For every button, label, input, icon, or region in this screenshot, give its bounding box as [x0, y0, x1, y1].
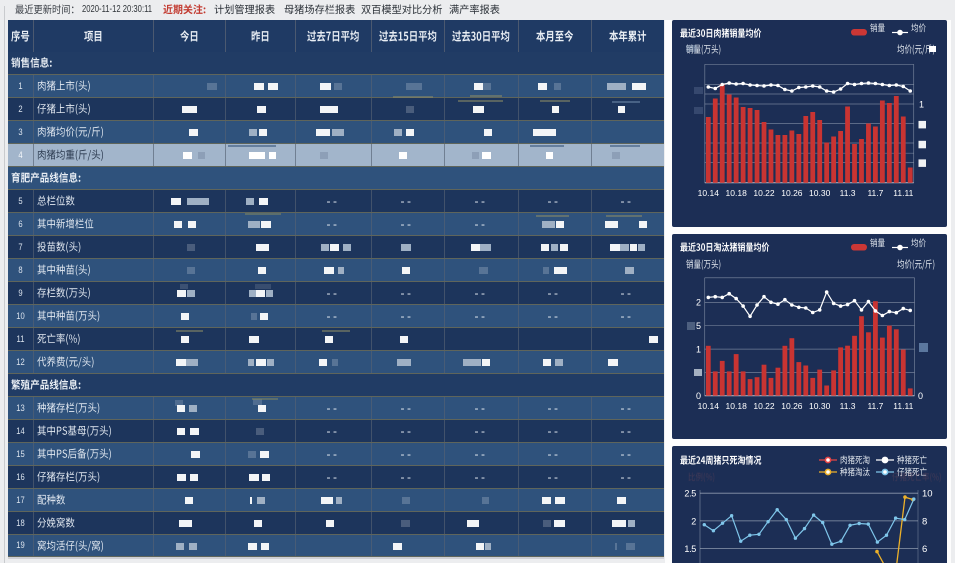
svg-text:10.18: 10.18	[726, 188, 748, 198]
svg-text:10.14: 10.14	[698, 188, 720, 198]
svg-text:11.11: 11.11	[893, 188, 913, 198]
svg-text:11.7: 11.7	[867, 188, 883, 198]
svg-text:11.7: 11.7	[867, 401, 883, 411]
svg-text:10.18: 10.18	[726, 401, 748, 411]
svg-text:10.22: 10.22	[753, 401, 775, 411]
svg-text:11.3: 11.3	[840, 401, 856, 411]
svg-text:8: 8	[922, 517, 927, 528]
svg-text:2: 2	[696, 297, 701, 307]
svg-text:10.26: 10.26	[781, 401, 803, 411]
svg-text:10.26: 10.26	[781, 188, 803, 198]
svg-text:10.30: 10.30	[809, 188, 831, 198]
svg-text:2.5: 2.5	[684, 489, 696, 499]
svg-text:11.11: 11.11	[893, 401, 913, 411]
svg-text:0: 0	[918, 390, 923, 400]
svg-text:10.14: 10.14	[698, 401, 720, 411]
svg-text:10.22: 10.22	[753, 188, 775, 198]
svg-text:1: 1	[919, 100, 924, 110]
svg-text:10.30: 10.30	[809, 401, 831, 411]
svg-text:1: 1	[696, 344, 701, 354]
svg-text:2: 2	[691, 517, 696, 527]
svg-text:1.5: 1.5	[684, 544, 696, 554]
svg-text:10: 10	[922, 489, 933, 500]
svg-text:11.3: 11.3	[840, 188, 856, 198]
svg-text:0: 0	[696, 390, 701, 400]
svg-text:5: 5	[696, 320, 701, 330]
svg-text:6: 6	[922, 544, 927, 555]
